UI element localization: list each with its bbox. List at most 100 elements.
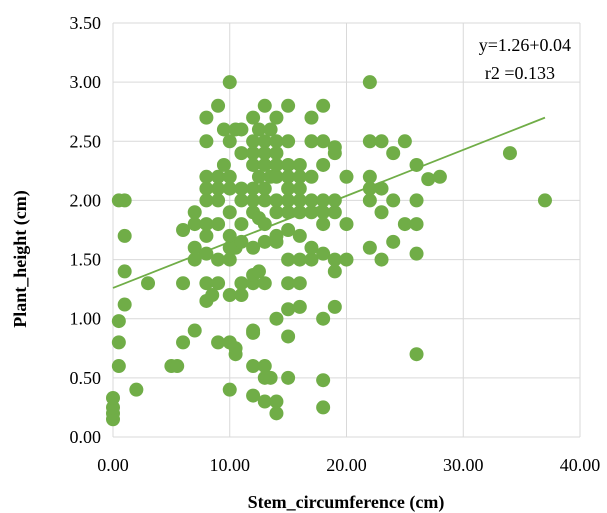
data-point (246, 323, 261, 338)
data-point (409, 157, 424, 172)
data-point (316, 193, 331, 208)
data-point (327, 252, 342, 267)
data-point (269, 234, 284, 249)
data-point (362, 181, 377, 196)
data-point (263, 122, 278, 137)
data-point (269, 311, 284, 326)
data-point (316, 205, 331, 220)
data-point (234, 193, 249, 208)
y-tick-label: 2.50 (70, 131, 102, 151)
data-point (222, 181, 237, 196)
data-point (176, 223, 191, 237)
data-point (502, 146, 517, 161)
data-point (187, 252, 202, 267)
data-point (421, 172, 436, 187)
x-tick-label: 0.00 (97, 455, 129, 475)
data-point (246, 134, 261, 149)
data-point (281, 302, 296, 317)
data-point (316, 400, 331, 415)
data-point (281, 98, 296, 113)
data-point (199, 217, 214, 232)
data-point (386, 193, 401, 208)
data-point (187, 323, 202, 338)
x-tick-label: 20.00 (326, 455, 367, 475)
data-point (292, 169, 307, 184)
data-point (327, 264, 342, 279)
data-point (246, 240, 261, 255)
data-point (211, 217, 226, 232)
data-point (292, 228, 307, 243)
data-point (246, 146, 261, 161)
data-point (269, 406, 284, 421)
data-point (211, 335, 226, 350)
data-point (176, 335, 191, 350)
data-point (316, 134, 331, 149)
data-point (257, 193, 272, 208)
data-point (537, 193, 552, 208)
data-point (234, 234, 249, 249)
data-point (257, 181, 272, 196)
data-point (205, 288, 220, 303)
data-point (281, 223, 296, 237)
data-point (316, 217, 331, 232)
data-point (199, 134, 214, 149)
data-point (304, 252, 319, 267)
data-point (257, 394, 272, 409)
data-point (292, 181, 307, 196)
data-point (246, 388, 261, 403)
data-point (281, 370, 296, 385)
data-point (211, 276, 226, 291)
data-point (292, 252, 307, 267)
data-point (304, 134, 319, 149)
data-point (176, 276, 191, 291)
data-point (374, 134, 389, 149)
data-point (304, 240, 319, 255)
data-point (234, 217, 249, 232)
data-point (269, 193, 284, 208)
data-point (222, 252, 237, 267)
data-point (281, 193, 296, 208)
data-point (281, 169, 296, 184)
data-point (327, 299, 342, 314)
data-point (316, 157, 331, 172)
data-point (269, 110, 284, 125)
x-tick-labels: 0.00 10.00 20.00 30.00 40.00 (97, 455, 600, 475)
y-tick-label: 0.50 (70, 368, 102, 388)
data-point (111, 335, 126, 350)
y-tick-label: 3.00 (70, 72, 102, 92)
data-point (327, 140, 342, 155)
data-point (304, 169, 319, 184)
data-point (257, 98, 272, 113)
data-point (263, 370, 278, 385)
data-point (234, 181, 249, 196)
data-point (292, 276, 307, 291)
data-point (234, 288, 249, 303)
data-point (117, 264, 132, 279)
data-point (246, 181, 261, 196)
data-point (269, 157, 284, 172)
data-point (339, 169, 354, 184)
data-point (211, 252, 226, 267)
data-point (246, 157, 261, 172)
data-point (339, 217, 354, 232)
data-point (304, 193, 319, 208)
data-point (257, 134, 272, 149)
data-point (246, 193, 261, 208)
data-points (106, 75, 552, 427)
x-tick-label: 30.00 (443, 455, 484, 475)
data-point (222, 134, 237, 149)
data-point (362, 75, 377, 90)
data-point (257, 217, 272, 232)
data-point (199, 246, 214, 261)
data-point (409, 217, 424, 232)
r-squared-annotation: r2 =0.133 (485, 63, 555, 83)
data-point (316, 98, 331, 113)
data-point (199, 110, 214, 125)
data-point (316, 311, 331, 326)
data-point (222, 382, 237, 397)
data-point (111, 359, 126, 374)
data-point (228, 341, 243, 356)
equation-annotation: y=1.26+0.04 (479, 35, 571, 55)
data-point (362, 134, 377, 149)
